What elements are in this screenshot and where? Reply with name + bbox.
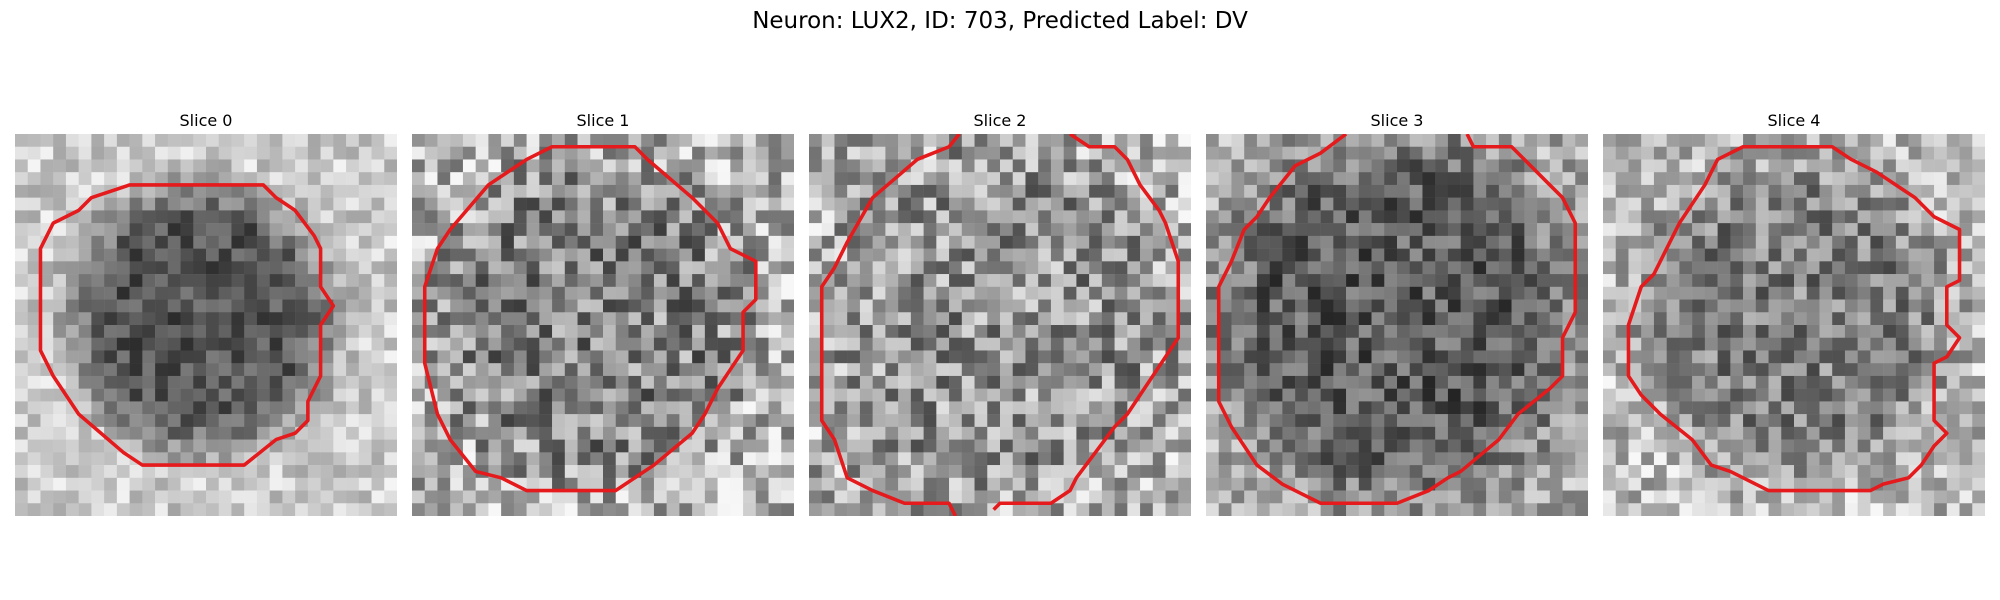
pixel-grid-4 xyxy=(1603,134,1985,516)
slice-panel-1: Slice 1 xyxy=(412,108,794,516)
slice-title-2: Slice 2 xyxy=(973,111,1027,130)
slice-image-2 xyxy=(809,134,1191,516)
slice-panel-4: Slice 4 xyxy=(1603,108,1985,516)
roi-contour-3 xyxy=(1216,134,1578,506)
slice-image-1 xyxy=(412,134,794,516)
slice-title-1: Slice 1 xyxy=(576,111,630,130)
pixel-grid-3 xyxy=(1206,134,1588,516)
slice-image-4 xyxy=(1603,134,1985,516)
slice-image-0 xyxy=(15,134,397,516)
roi-contour-4 xyxy=(1626,144,1962,493)
pixel-grid-0 xyxy=(15,134,397,516)
slice-image-3 xyxy=(1206,134,1588,516)
roi-contour-2 xyxy=(819,134,1181,516)
pixel-grid-2 xyxy=(809,134,1191,516)
pixel-grid-1 xyxy=(412,134,794,516)
slice-panel-2: Slice 2 xyxy=(809,108,1191,516)
slice-title-0: Slice 0 xyxy=(179,111,233,130)
roi-contour-1 xyxy=(422,144,758,493)
slice-panel-3: Slice 3 xyxy=(1206,108,1588,516)
slice-panel-0: Slice 0 xyxy=(15,108,397,516)
roi-contour-0 xyxy=(38,183,336,467)
slice-title-4: Slice 4 xyxy=(1767,111,1821,130)
slice-title-3: Slice 3 xyxy=(1370,111,1424,130)
figure-title: Neuron: LUX2, ID: 703, Predicted Label: … xyxy=(752,8,1248,34)
